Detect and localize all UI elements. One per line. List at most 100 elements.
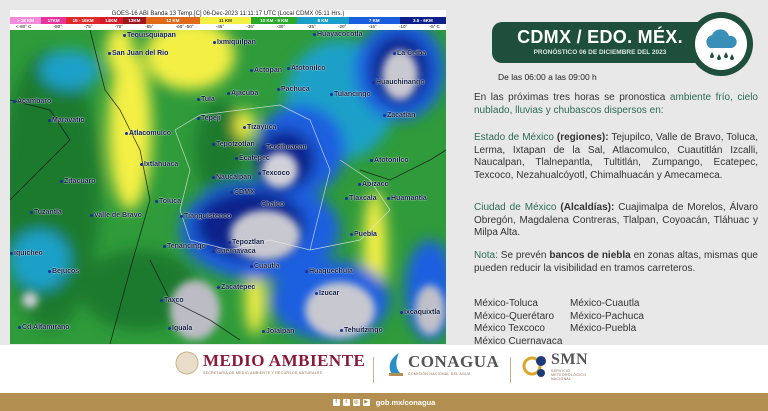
place-label: Iguala: [168, 325, 192, 332]
legend-swatch: 13KM: [122, 17, 146, 24]
temperature-tick: -65°: [145, 24, 154, 29]
header-banner: CDMX / EDO. MÉX. PRONÓSTICO 06 DE DICIEM…: [492, 22, 708, 63]
conagua-logo: CONAGUA COMISIÓN NACIONAL DEL AGUA: [385, 351, 499, 377]
place-label: Zacatepec: [217, 284, 255, 291]
place-label: Bejucos: [48, 268, 79, 275]
legend-swatch: > 18 KM: [10, 17, 41, 24]
twitter-icon[interactable]: t: [342, 398, 350, 406]
panel-title: CDMX / EDO. MÉX.: [517, 27, 683, 47]
route: México Texcoco: [474, 323, 545, 335]
place-label: Chalco: [257, 201, 284, 208]
divider: [373, 357, 374, 383]
instagram-icon[interactable]: ◎: [352, 398, 360, 406]
conagua-wave-icon: [389, 353, 403, 376]
social-bar: f t ◎ ▶ gob.mx/conagua: [0, 393, 768, 411]
place-label: Cuautla: [250, 263, 280, 270]
place-label: Cuernavaca: [212, 248, 256, 255]
route: México-Pachuca: [570, 310, 644, 322]
place-label: Huaquechula: [305, 268, 353, 275]
place-label: Ixmiquilpan: [213, 39, 256, 46]
legend-swatch: 10 KM - 9 KM: [251, 17, 298, 24]
place-label: Naucalpan: [212, 174, 251, 181]
temperature-tick: -20°: [337, 24, 347, 29]
place-label: Tula: [197, 96, 215, 103]
place-label: Zitacuaro: [60, 178, 96, 185]
time-range: De las 06:00 a las 09:00 h: [498, 72, 597, 82]
place-label: Acambaro: [13, 98, 51, 105]
legend-swatch: 8 KM: [297, 17, 349, 24]
temperature-tick: -35°: [246, 24, 255, 29]
place-label: Tizayuca: [243, 124, 276, 131]
place-label: Izucar: [315, 290, 339, 297]
place-label: Atlacomulco: [125, 130, 171, 137]
temperature-tick: -5° C: [429, 24, 440, 29]
place-label: Texcoco: [258, 170, 290, 177]
smn-logo: SMN SERVICIO METEOROLÓGICO NACIONAL: [522, 351, 591, 381]
temperature-tick: -30°: [276, 24, 286, 29]
youtube-icon[interactable]: ▶: [362, 398, 370, 406]
place-label: Actopan: [250, 67, 282, 74]
place-label: Zacatlan: [383, 112, 415, 119]
place-label: Huamantla: [387, 195, 427, 202]
temperature-tick: -75°: [84, 24, 93, 29]
legend-swatch: 15 - 16KM: [66, 17, 100, 24]
intro-text: En las próximas tres horas se pronostica…: [474, 92, 758, 116]
place-label: Tepotzotlan: [212, 141, 255, 148]
route: México-Puebla: [570, 323, 637, 335]
forecast-panel: CDMX / EDO. MÉX. PRONÓSTICO 06 DE DICIEM…: [446, 10, 768, 348]
route: México-Toluca: [474, 298, 538, 309]
place-label: Tepoztlan: [228, 239, 264, 246]
place-label: Tlaxcala: [345, 195, 377, 202]
place-label: Tuzantla: [30, 209, 62, 216]
legend-swatch: 3.5 - 6KM: [399, 17, 446, 24]
map-title: GOES-16 ABI Banda 13 Temp.[C] 06-Dec-202…: [10, 10, 446, 18]
edomex-text: Estado de México (regiones): Tejupilco, …: [474, 132, 758, 181]
satellite-map: GOES-16 ABI Banda 13 Temp.[C] 06-Dec-202…: [10, 10, 446, 344]
medio-ambiente-logo: MEDIO AMBIENTE SECRETARÍA DE MEDIO AMBIEN…: [175, 351, 365, 375]
rain-cloud-icon: [706, 29, 737, 60]
routes-list: México-Toluca México-Cuautla México-Quer…: [474, 298, 680, 348]
legend-swatch: 7 KM: [348, 17, 400, 24]
place-label: Huauchinango: [372, 79, 425, 86]
place-label: Ajacuba: [227, 90, 258, 97]
place-label: Taxco: [160, 297, 184, 304]
footer-logos: MEDIO AMBIENTE SECRETARÍA DE MEDIO AMBIEN…: [0, 345, 768, 393]
place-label: Tianguistenco: [180, 213, 231, 220]
place-label: La Ceiba: [393, 50, 426, 57]
place-label: Cd Altamirano: [18, 324, 70, 331]
legend-swatch: 12 KM: [145, 17, 200, 24]
place-label: CDMX: [230, 189, 255, 196]
place-label: Tequisquiapan: [123, 32, 176, 39]
place-label: Huayacocotla: [313, 31, 363, 38]
place-label: Ixcaquixtla: [400, 309, 440, 316]
temperature-tick: -60° -50°: [175, 24, 194, 29]
place-label: Maravatio: [48, 117, 85, 124]
place-label: Ecatepec: [235, 155, 270, 162]
place-label: Pachuca: [277, 86, 310, 93]
route: México-Querétaro: [474, 310, 555, 322]
place-label: Jolalpan: [262, 328, 294, 335]
temperature-tick: -45°: [215, 24, 225, 29]
panel-subtitle: PRONÓSTICO 06 DE DICIEMBRE DEL 2023: [533, 49, 667, 56]
coat-of-arms-icon: [175, 351, 199, 375]
website-link[interactable]: gob.mx/conagua: [375, 397, 436, 407]
temperature-tick: -15°: [368, 24, 377, 29]
place-label: Puebla: [350, 231, 377, 238]
place-label: San Juan del Rio: [108, 50, 168, 57]
temperature-tick: <-80° C: [16, 24, 32, 29]
place-label: iquicheo: [10, 250, 43, 257]
temperature-ticks: <-80° C -80° -75° -70° -65° -60° -50° -45° -35°…: [10, 24, 446, 30]
place-label: Valle de Bravo: [90, 212, 142, 219]
route: México Cuernavaca: [474, 335, 563, 347]
place-label: Atotonilco: [370, 157, 409, 164]
temperature-tick: -70°: [114, 24, 124, 29]
place-label: Toluca: [155, 198, 181, 205]
place-label: Ixtlahuaca: [140, 161, 178, 168]
facebook-icon[interactable]: f: [332, 398, 340, 406]
legend-swatch: 14KM: [99, 17, 123, 24]
cdmx-text: Ciudad de México (Alcaldías): Cuajimalpa…: [474, 202, 758, 239]
place-label: Tehuitzingo: [340, 327, 383, 334]
smn-sun-gear-icon: [522, 356, 546, 377]
legend-swatch: 11 KM: [199, 17, 252, 24]
altitude-color-legend: > 18 KM 17KM 15 - 16KM 14KM 13KM 12 KM 11 KM 10…: [10, 17, 446, 24]
